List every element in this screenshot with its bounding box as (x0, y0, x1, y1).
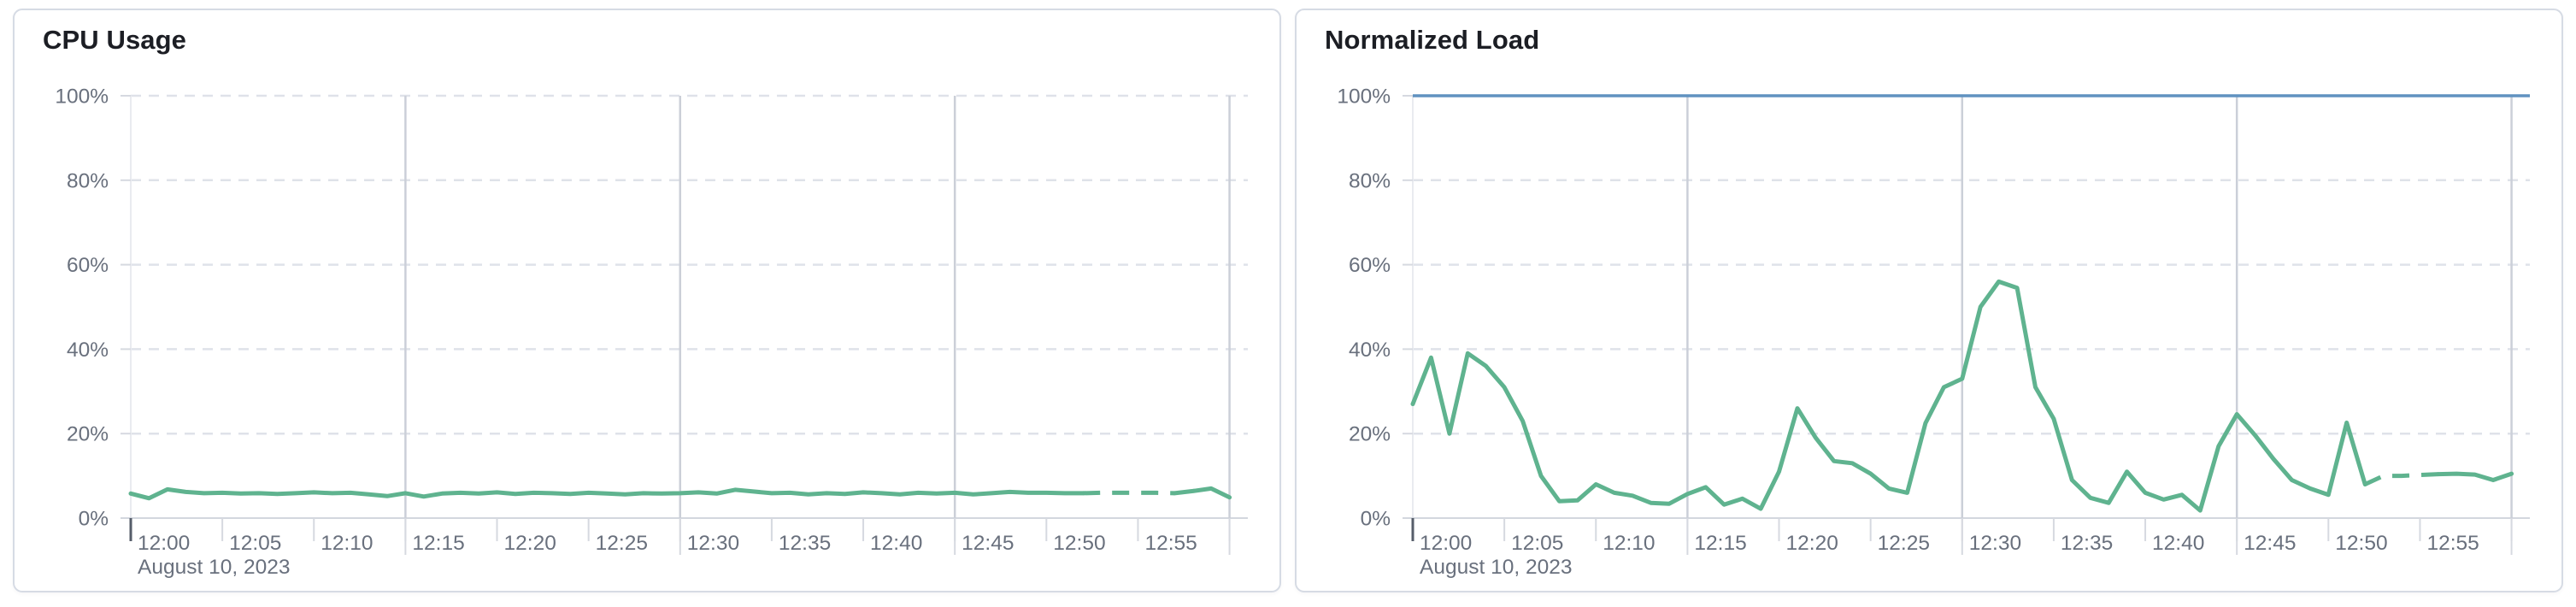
svg-text:12:15: 12:15 (1694, 532, 1746, 555)
svg-text:12:30: 12:30 (687, 532, 739, 555)
x-axis-date-label: August 10, 2023 (1420, 556, 1572, 579)
svg-text:12:20: 12:20 (1786, 532, 1838, 555)
chart-plot-cpu-usage[interactable]: 12:00 12:05 12:10 12:15 12:20 12:25 12:30 12:35… (15, 10, 1279, 591)
x-axis-ticks (129, 518, 1231, 541)
svg-text:12:10: 12:10 (1603, 532, 1655, 555)
svg-text:60%: 60% (1349, 254, 1391, 277)
svg-text:12:55: 12:55 (2426, 532, 2479, 555)
svg-text:12:45: 12:45 (2244, 532, 2296, 555)
chart-plot-normalized-load[interactable]: 12:00 12:05 12:10 12:15 12:20 12:25 12:30 12:35… (1297, 10, 2561, 591)
svg-text:40%: 40% (67, 339, 109, 362)
svg-text:12:55: 12:55 (1144, 532, 1197, 555)
x-axis-labels: 12:00 12:05 12:10 12:15 12:20 12:25 12:30 12:35… (138, 532, 1197, 579)
svg-text:12:35: 12:35 (779, 532, 831, 555)
series-normalized-load (1410, 279, 2514, 513)
v-gridlines (1686, 96, 2513, 555)
y-axis (1403, 95, 2530, 519)
svg-text:60%: 60% (67, 254, 109, 277)
y-axis-labels: 0% 20% 40% 60% 80% 100% (1337, 85, 1391, 531)
svg-text:12:50: 12:50 (1053, 532, 1105, 555)
chart-svg: 12:00 12:05 12:10 12:15 12:20 12:25 12:30 12:35… (1337, 85, 2530, 579)
svg-text:12:05: 12:05 (229, 532, 281, 555)
svg-text:80%: 80% (67, 169, 109, 192)
x-axis-date-label: August 10, 2023 (138, 556, 290, 579)
svg-text:12:15: 12:15 (412, 532, 464, 555)
x-axis-labels: 12:00 12:05 12:10 12:15 12:20 12:25 12:30 12:35… (1420, 532, 2479, 579)
svg-text:12:40: 12:40 (2152, 532, 2204, 555)
svg-text:12:00: 12:00 (138, 532, 190, 555)
chart-title-normalized-load: Normalized Load (1325, 25, 1540, 55)
y-axis-labels: 0% 20% 40% 60% 80% 100% (55, 85, 109, 531)
svg-text:12:05: 12:05 (1511, 532, 1563, 555)
h-gridlines (131, 94, 1248, 435)
svg-text:12:25: 12:25 (1878, 532, 1930, 555)
svg-text:100%: 100% (1337, 85, 1391, 109)
svg-text:40%: 40% (1349, 339, 1391, 362)
svg-text:0%: 0% (1361, 508, 1391, 531)
svg-text:12:35: 12:35 (2061, 532, 2113, 555)
svg-text:12:45: 12:45 (962, 532, 1014, 555)
svg-text:12:50: 12:50 (2335, 532, 2387, 555)
chart-title-cpu-usage: CPU Usage (43, 25, 187, 55)
v-gridlines (404, 96, 1231, 555)
svg-text:12:30: 12:30 (1969, 532, 2021, 555)
svg-text:12:25: 12:25 (596, 532, 648, 555)
y-axis (121, 95, 1248, 519)
svg-text:20%: 20% (67, 423, 109, 446)
svg-text:20%: 20% (1349, 423, 1391, 446)
svg-text:100%: 100% (55, 85, 109, 109)
svg-text:12:00: 12:00 (1420, 532, 1472, 555)
panel-cpu-usage: CPU Usage 12:00 12:05 12:10 12:15 12:20 12:25… (13, 9, 1281, 592)
svg-text:0%: 0% (79, 508, 109, 531)
panel-normalized-load: Normalized Load 12:00 12:05 12:10 12:15 12:2… (1295, 9, 2563, 592)
series-cpu-usage (128, 486, 1232, 501)
svg-text:12:10: 12:10 (321, 532, 373, 555)
svg-text:12:40: 12:40 (870, 532, 922, 555)
x-axis-ticks (1411, 518, 2513, 541)
svg-text:12:20: 12:20 (504, 532, 556, 555)
svg-text:80%: 80% (1349, 169, 1391, 192)
chart-svg: 12:00 12:05 12:10 12:15 12:20 12:25 12:30 12:35… (55, 85, 1248, 579)
h-gridlines (1413, 94, 2530, 435)
